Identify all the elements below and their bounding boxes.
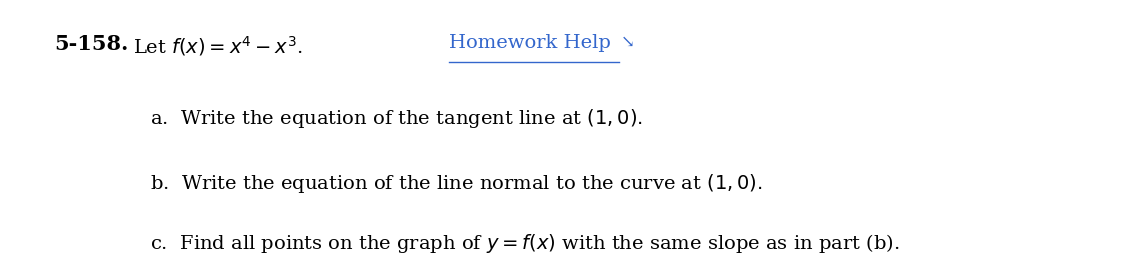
- Text: c.  Find all points on the graph of $y = f(x)$ with the same slope as in part (b: c. Find all points on the graph of $y = …: [150, 232, 899, 255]
- Text: ↘: ↘: [621, 34, 635, 51]
- Text: a.  Write the equation of the tangent line at $(1, 0).$: a. Write the equation of the tangent lin…: [150, 107, 643, 129]
- Text: Let $f(x) = x^4 - x^3$.: Let $f(x) = x^4 - x^3$.: [133, 34, 303, 58]
- Text: b.  Write the equation of the line normal to the curve at $(1, 0).$: b. Write the equation of the line normal…: [150, 172, 763, 195]
- Text: Homework Help: Homework Help: [449, 34, 611, 52]
- Text: 5-158.: 5-158.: [54, 34, 128, 54]
